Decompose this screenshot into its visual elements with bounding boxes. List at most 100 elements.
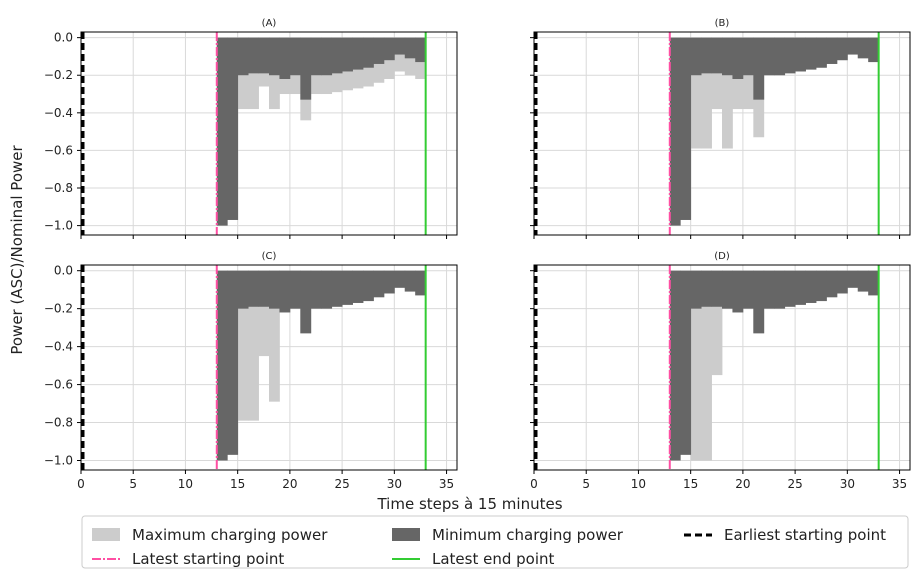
x-tick-label: 0 (530, 477, 538, 491)
min-power-bar (805, 270, 817, 303)
min-power-bar (394, 270, 406, 288)
max-power-bar (248, 270, 259, 421)
legend-item: Latest starting point (92, 550, 284, 568)
min-power-bar (289, 37, 301, 76)
min-power-bar (722, 37, 733, 76)
legend-swatch (92, 528, 120, 541)
min-power-bar (722, 270, 733, 309)
min-power-bar (415, 37, 427, 63)
min-power-bar (248, 270, 259, 307)
min-power-bar (216, 37, 228, 226)
x-tick-label: 5 (582, 477, 590, 491)
min-power-bar (701, 37, 712, 74)
min-power-bar (847, 37, 859, 55)
min-power-bar (847, 270, 859, 288)
min-power-bar (352, 37, 364, 70)
legend-label: Maximum charging power (132, 526, 328, 544)
max-power-bar (258, 270, 270, 357)
subplot-title: (B) (715, 18, 730, 29)
min-power-bar (331, 270, 343, 307)
min-power-bar (753, 270, 765, 334)
min-power-bar (784, 270, 796, 307)
legend-label: Latest starting point (132, 550, 284, 568)
min-power-bar (763, 37, 775, 76)
min-power-bar (836, 270, 848, 294)
max-power-bar (237, 270, 249, 421)
panel-c: (C) 0.0 −0.2 −0.4 −0.6 −0.8 −1.0 0 5 10 15 20 25 30 35 (44, 251, 458, 491)
legend-swatch (392, 528, 420, 541)
max-power-bar (701, 37, 712, 149)
min-power-bar (669, 270, 681, 461)
panel-b: (B) (530, 18, 911, 239)
plot-frame (533, 31, 911, 236)
min-power-bar (711, 270, 723, 307)
min-power-bar (269, 270, 280, 309)
min-power-bar (394, 37, 406, 55)
min-power-bar (227, 270, 239, 455)
min-power-bar (742, 37, 754, 76)
legend: Maximum charging power Minimum charging p… (81, 515, 909, 569)
y-tick-label: −1.0 (44, 454, 73, 468)
y-tick-label: 0.0 (54, 31, 73, 45)
min-power-bar (826, 37, 838, 64)
y-tick-label: −0.6 (44, 143, 73, 157)
min-power-bar (826, 270, 838, 298)
min-power-bar (669, 37, 681, 226)
min-power-bar (404, 270, 416, 292)
min-power-bar (352, 270, 364, 303)
min-power-bar (732, 270, 744, 313)
min-power-bar (363, 37, 374, 68)
min-power-bar (784, 37, 796, 74)
min-power-bar (680, 270, 692, 455)
y-tick-label: −1.0 (44, 219, 73, 233)
subplot-title: (D) (714, 251, 730, 262)
x-tick-label: 10 (631, 477, 646, 491)
legend-label: Minimum charging power (432, 526, 624, 544)
min-power-bar (331, 37, 343, 74)
x-tick-label: 5 (129, 477, 137, 491)
min-power-bar (258, 37, 270, 74)
y-tick-label: 0.0 (54, 264, 73, 278)
legend-item: Minimum charging power (392, 526, 624, 544)
x-tick-label: 20 (282, 477, 297, 491)
min-power-bar (342, 37, 353, 72)
y-tick-label: −0.2 (44, 302, 73, 316)
y-tick-label: −0.2 (44, 68, 73, 82)
legend-item: Earliest starting point (684, 526, 886, 544)
y-tick-label: −0.6 (44, 378, 73, 392)
x-tick-label: 25 (334, 477, 349, 491)
min-power-bar (868, 270, 880, 296)
x-tick-label: 30 (387, 477, 402, 491)
y-tick-label: −0.8 (44, 181, 73, 195)
min-power-bar (383, 270, 395, 294)
legend-item: Maximum charging power (92, 526, 328, 544)
min-power-bar (690, 270, 702, 309)
x-tick-label: 15 (230, 477, 245, 491)
min-power-bar (289, 270, 301, 309)
y-tick-label: −0.8 (44, 416, 73, 430)
legend-label: Earliest starting point (724, 526, 886, 544)
x-tick-label: 10 (178, 477, 193, 491)
min-power-bar (373, 270, 385, 298)
y-tick-label: −0.4 (44, 106, 73, 120)
min-power-bar (321, 37, 333, 76)
min-power-bar (383, 37, 395, 61)
min-power-bar (342, 270, 353, 305)
min-power-bar (857, 270, 869, 292)
min-power-bar (774, 270, 786, 309)
min-power-bar (248, 37, 259, 74)
x-tick-label: 20 (735, 477, 750, 491)
min-power-bar (868, 37, 880, 63)
min-power-bar (404, 37, 416, 59)
min-power-bar (774, 37, 786, 76)
min-power-bar (237, 37, 249, 76)
x-tick-label: 30 (840, 477, 855, 491)
min-power-bar (363, 270, 374, 302)
min-power-bar (732, 37, 744, 79)
x-tick-label: 15 (683, 477, 698, 491)
min-power-bar (763, 270, 775, 309)
x-axis-label: Time steps à 15 minutes (376, 495, 562, 513)
min-power-bar (310, 270, 322, 309)
legend-item: Latest end point (392, 550, 555, 568)
min-power-bar (216, 270, 228, 461)
